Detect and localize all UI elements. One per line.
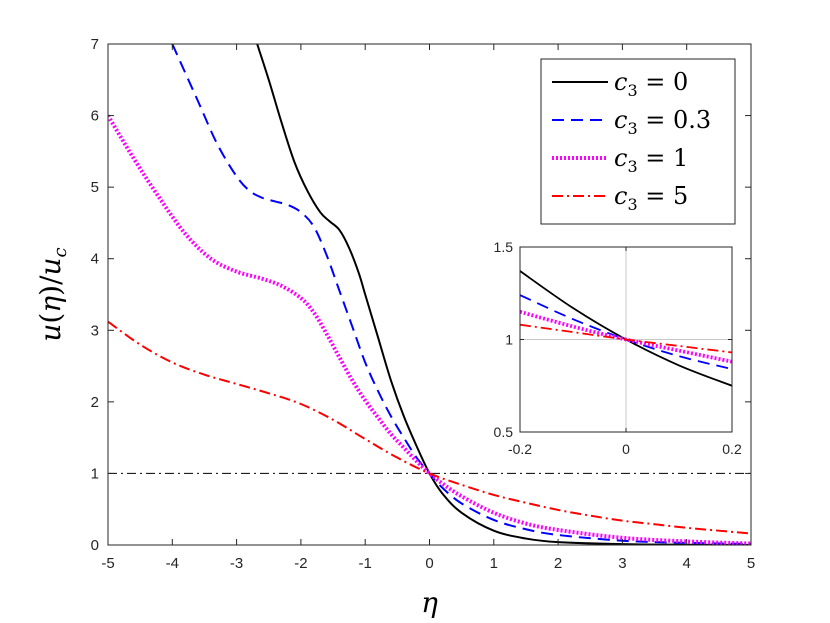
y-axis-label: u(η)/uc (34, 247, 71, 341)
legend-label-eq: = 1 (638, 144, 689, 172)
series-line-0 (256, 44, 751, 545)
x-tick-label: 3 (618, 555, 626, 572)
y-tick-label: 6 (91, 108, 99, 125)
y-tick-label: 0 (91, 537, 99, 554)
x-tick-label: 0.2 (722, 441, 742, 457)
legend-label-2: c3 = 1 (614, 144, 688, 176)
legend-label-sub: 3 (627, 81, 637, 100)
main-curves (108, 44, 751, 545)
y-label-subscript: c (50, 247, 71, 257)
x-tick-label: -5 (101, 555, 114, 572)
y-tick-label: 1 (91, 465, 99, 482)
legend-label-sub: 3 (627, 195, 637, 214)
x-tick-label: 4 (683, 555, 691, 572)
y-tick-label: 1 (505, 332, 513, 348)
x-tick-label: 5 (747, 555, 755, 572)
y-tick-label: 2 (91, 394, 99, 411)
y-label-eta: η (34, 296, 67, 313)
y-tick-label: 1.5 (494, 239, 514, 255)
inset-axes: -0.2 0 0.2 0.5 1 1.5 (494, 239, 742, 457)
inset-series-line-3 (520, 323, 732, 354)
x-axis-label: η (421, 586, 438, 619)
y-tick-label: 7 (91, 36, 99, 53)
legend-label-var: c (614, 182, 627, 210)
x-tick-label: -2 (294, 555, 307, 572)
inset-ticks: -0.2 0 0.2 0.5 1 1.5 (494, 239, 742, 457)
x-tick-label: 0 (622, 441, 630, 457)
legend-label-eq: = 0 (638, 68, 689, 96)
legend-label-sub: 3 (627, 157, 637, 176)
y-tick-label: 4 (91, 251, 99, 268)
main-ticks: -5 -4 -3 -2 -1 0 1 2 3 4 5 0 1 2 3 4 5 6 7 (91, 36, 756, 572)
legend-label-var: c (614, 144, 627, 172)
legend-label-var: c (614, 106, 627, 134)
legend-label-1: c3 = 0.3 (614, 106, 711, 138)
y-label-u: u (34, 324, 67, 342)
legend-label-3: c3 = 5 (614, 182, 688, 214)
legend-label-eq: = 0.3 (638, 106, 712, 134)
series-line-3 (108, 320, 751, 535)
legend: c3 = 0c3 = 0.3c3 = 1c3 = 5 (540, 58, 736, 225)
series-line-2 (108, 114, 751, 545)
y-label-close: )/ (34, 275, 67, 296)
legend-label-sub: 3 (627, 119, 637, 138)
series-line-1 (171, 44, 751, 545)
x-tick-label: 1 (490, 555, 498, 572)
legend-label-eq: = 5 (638, 182, 689, 210)
y-tick-label: 3 (91, 322, 99, 339)
legend-label-var: c (614, 68, 627, 96)
x-tick-label: 0 (425, 555, 433, 572)
x-tick-label: 2 (554, 555, 562, 572)
inset-curves (520, 270, 732, 387)
y-label-uc: u (34, 257, 67, 275)
y-label-open: ( (34, 313, 67, 324)
y-tick-label: 0.5 (494, 424, 514, 440)
x-tick-label: -1 (359, 555, 372, 572)
x-tick-label: -0.2 (508, 441, 532, 457)
legend-label-0: c3 = 0 (614, 68, 688, 100)
x-tick-label: -3 (230, 555, 243, 572)
y-tick-label: 5 (91, 179, 99, 196)
x-tick-label: -4 (166, 555, 179, 572)
